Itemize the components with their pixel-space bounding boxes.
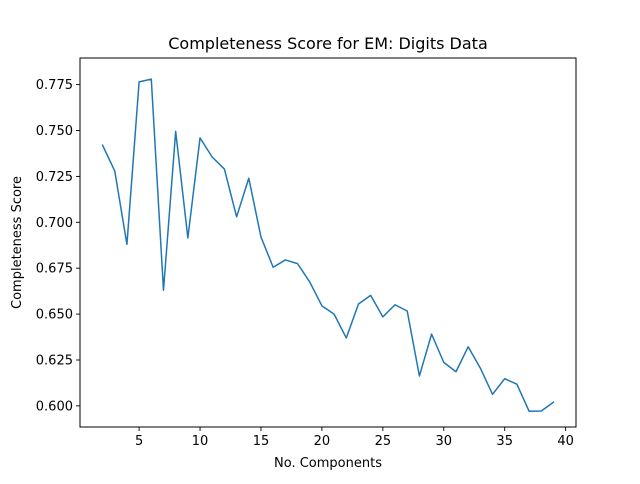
y-tick-label: 0.650 bbox=[36, 308, 73, 323]
x-tick-label: 40 bbox=[557, 434, 574, 449]
x-tick-label: 35 bbox=[496, 434, 513, 449]
x-tick-label: 15 bbox=[253, 434, 270, 449]
x-tick-label: 5 bbox=[135, 434, 143, 449]
y-tick-label: 0.600 bbox=[36, 399, 73, 414]
plot-marks bbox=[101, 78, 555, 412]
y-tick-label: 0.675 bbox=[36, 262, 73, 277]
y-tick-label: 0.775 bbox=[36, 78, 73, 93]
y-axis-ticks: 0.600 0.625 0.650 0.675 0.700 0.725 0.750 0.775 bbox=[36, 78, 80, 414]
chart-title: Completeness Score for EM: Digits Data bbox=[168, 34, 488, 53]
series-line-0 bbox=[101, 78, 555, 412]
plot-frame bbox=[79, 57, 577, 428]
y-tick-label: 0.625 bbox=[36, 353, 73, 368]
x-tick-label: 20 bbox=[314, 434, 331, 449]
y-axis-label: Completeness Score bbox=[10, 176, 25, 309]
x-tick-label: 30 bbox=[436, 434, 453, 449]
y-tick-label: 0.750 bbox=[36, 124, 73, 139]
y-tick-label: 0.725 bbox=[36, 170, 73, 185]
x-axis-ticks: 5 10 15 20 25 30 35 40 bbox=[135, 427, 574, 449]
y-tick-label: 0.700 bbox=[36, 216, 73, 231]
x-axis-label: No. Components bbox=[274, 456, 382, 471]
x-tick-label: 10 bbox=[192, 434, 209, 449]
x-tick-label: 25 bbox=[375, 434, 392, 449]
